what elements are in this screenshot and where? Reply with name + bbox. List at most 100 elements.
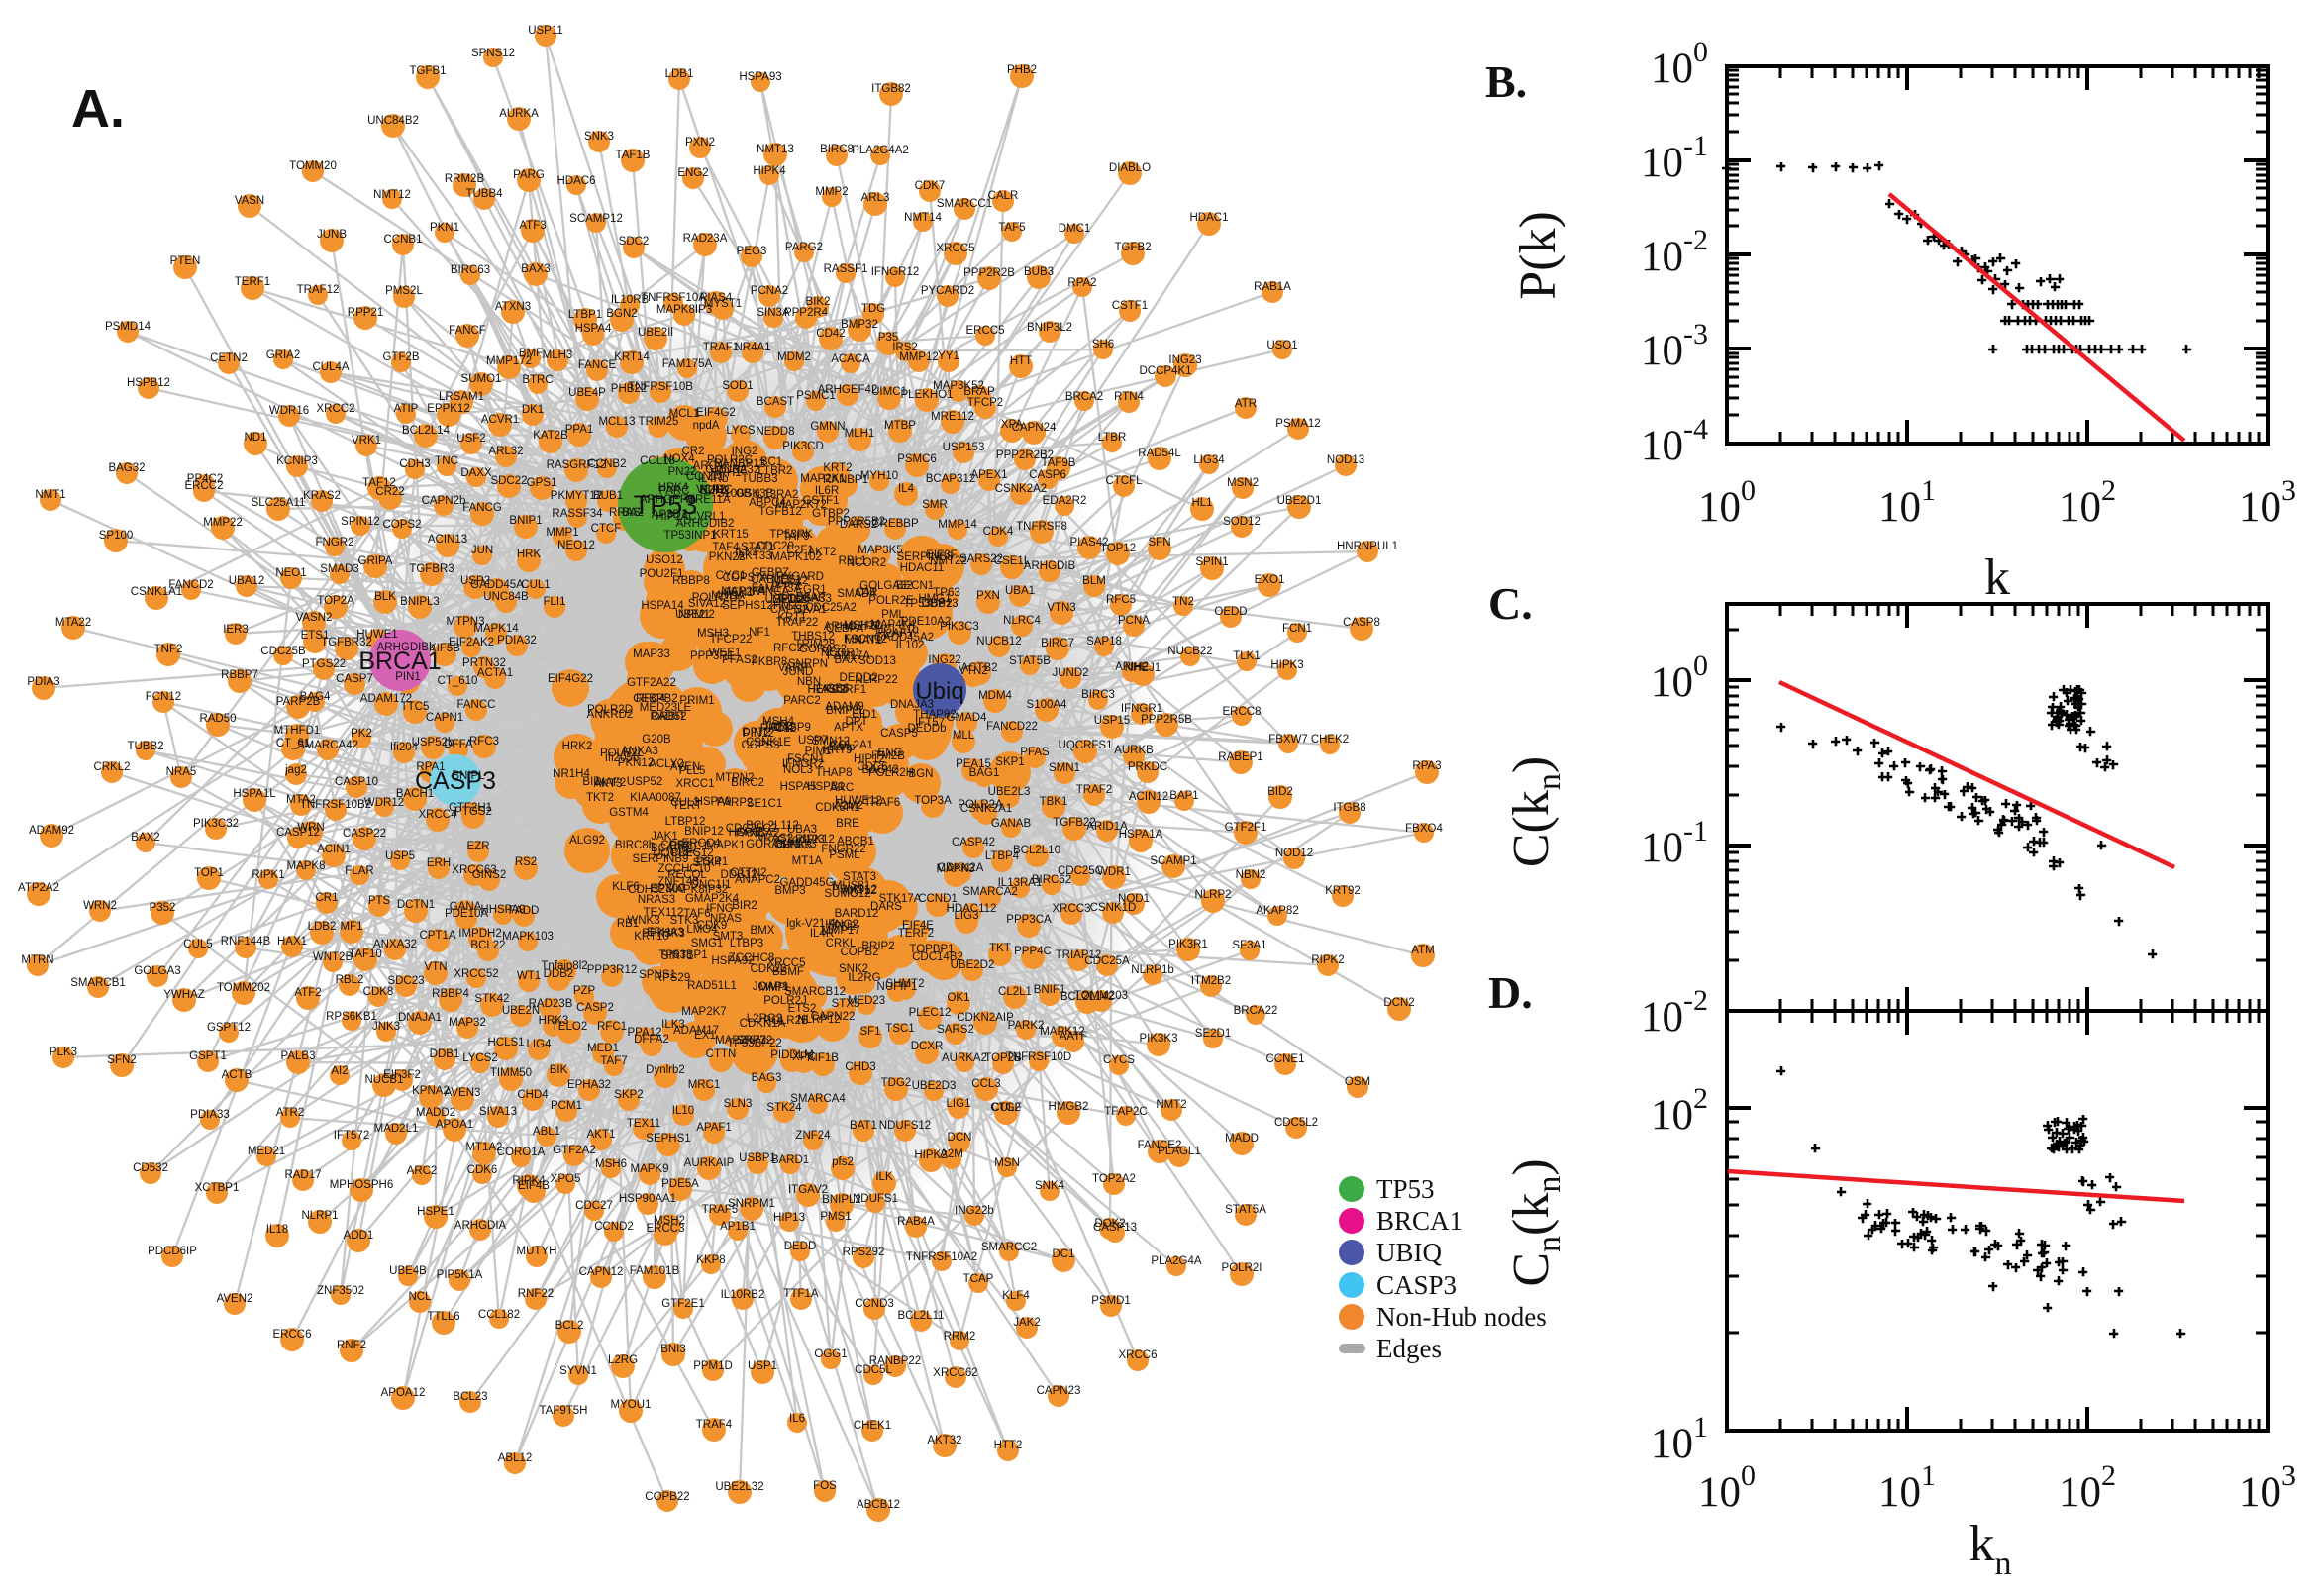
svg-text:CASP10: CASP10 (335, 776, 378, 788)
svg-text:IMPDH2: IMPDH2 (458, 928, 501, 940)
svg-text:TERF2: TERF2 (898, 928, 934, 940)
svg-text:CAPN24: CAPN24 (1012, 422, 1057, 434)
svg-text:AKT1: AKT1 (587, 1129, 616, 1141)
svg-text:HNRNPUL1: HNRNPUL1 (1337, 541, 1398, 552)
svg-text:GTF2A2: GTF2A2 (553, 1145, 595, 1156)
svg-text:lgk-V21-4: lgk-V21-4 (786, 918, 836, 930)
svg-text:B.: B. (1485, 56, 1527, 107)
svg-text:GTF2A22: GTF2A22 (627, 677, 676, 689)
svg-text:BIRC7: BIRC7 (1041, 638, 1074, 649)
svg-text:FCN1: FCN1 (1282, 623, 1312, 635)
svg-text:BIRC2: BIRC2 (731, 777, 764, 789)
svg-text:CAPN12: CAPN12 (579, 1266, 624, 1278)
svg-text:HSPB1: HSPB1 (807, 781, 845, 793)
svg-text:SNRPM1: SNRPM1 (728, 1198, 775, 1210)
svg-text:BGN: BGN (909, 768, 934, 780)
svg-text:BRIP2: BRIP2 (861, 941, 894, 952)
svg-text:BIRC63: BIRC63 (451, 264, 490, 276)
svg-text:SFN: SFN (1149, 537, 1171, 549)
svg-text:MRC1: MRC1 (688, 1079, 721, 1091)
svg-text:HSPE1: HSPE1 (417, 1206, 454, 1218)
svg-text:PIK3CD: PIK3CD (782, 441, 824, 452)
svg-text:PARP2B: PARP2B (276, 696, 321, 708)
svg-text:NDUFS1: NDUFS1 (853, 1193, 898, 1205)
svg-text:TNFRSF10A: TNFRSF10A (641, 292, 706, 304)
svg-text:ADD1: ADD1 (344, 1230, 374, 1242)
svg-text:ENG: ENG (878, 748, 903, 759)
svg-text:JUND: JUND (783, 666, 814, 678)
svg-text:PSMD14: PSMD14 (105, 321, 152, 333)
svg-text:PPA1: PPA1 (565, 424, 594, 436)
svg-text:LIG4: LIG4 (527, 1039, 553, 1050)
svg-text:KRT10: KRT10 (634, 931, 669, 943)
svg-text:EDA2R2: EDA2R2 (1043, 495, 1087, 507)
svg-text:FAM173A: FAM173A (752, 583, 802, 595)
svg-text:SOD12: SOD12 (1223, 516, 1261, 528)
svg-text:FANCF: FANCF (449, 325, 486, 337)
svg-text:PSMC6: PSMC6 (897, 453, 937, 465)
svg-text:IL6R: IL6R (815, 485, 839, 497)
svg-text:SMG1: SMG1 (691, 938, 724, 949)
svg-text:CDK4: CDK4 (983, 526, 1014, 538)
svg-text:HIPK3: HIPK3 (1270, 659, 1303, 671)
svg-text:FANCA: FANCA (752, 586, 790, 598)
svg-text:KRT1: KRT1 (777, 612, 806, 624)
svg-text:ATP2A2: ATP2A2 (18, 882, 59, 894)
svg-text:VTN2: VTN2 (959, 665, 987, 677)
svg-text:GTF2E1: GTF2E1 (661, 1298, 704, 1310)
svg-text:BIRC8b: BIRC8b (615, 840, 655, 851)
svg-text:CREBBP: CREBBP (871, 518, 919, 530)
svg-text:TIMM50: TIMM50 (490, 1067, 532, 1079)
svg-text:USP7: USP7 (798, 735, 828, 747)
svg-text:KIAA0087: KIAA0087 (630, 792, 681, 804)
svg-text:PN2: PN2 (834, 921, 856, 933)
svg-text:PDIA33: PDIA33 (190, 1109, 230, 1121)
svg-text:Non-Hub nodes: Non-Hub nodes (1376, 1302, 1547, 1332)
svg-text:FAM175A: FAM175A (662, 358, 713, 370)
svg-text:CCND3: CCND3 (855, 1298, 894, 1310)
svg-text:BIRC3: BIRC3 (1081, 689, 1115, 701)
svg-text:LTBP12: LTBP12 (665, 816, 706, 828)
svg-text:BCL2L10: BCL2L10 (1013, 845, 1060, 856)
svg-text:DAXX: DAXX (460, 467, 492, 479)
svg-text:EP300: EP300 (651, 883, 685, 895)
svg-text:PPP2R4: PPP2R4 (784, 307, 829, 319)
svg-text:RS2: RS2 (515, 856, 537, 868)
svg-text:MF1: MF1 (341, 921, 363, 933)
svg-text:102: 102 (2059, 1459, 2116, 1516)
svg-text:POU2F1: POU2F1 (640, 568, 684, 580)
svg-text:FANCA2: FANCA2 (736, 828, 780, 840)
svg-text:PIK3K3: PIK3K3 (1140, 1033, 1178, 1045)
svg-text:NLRC4: NLRC4 (1003, 615, 1041, 627)
svg-text:ING22b: ING22b (955, 1205, 994, 1217)
svg-text:RFC2: RFC2 (773, 643, 803, 654)
svg-text:FANCG: FANCG (462, 502, 502, 514)
svg-text:KRT15: KRT15 (713, 529, 749, 541)
svg-text:MMP22: MMP22 (203, 517, 243, 529)
svg-text:PLA2G4A: PLA2G4A (1151, 1255, 1201, 1267)
svg-text:SE2D1: SE2D1 (1195, 1028, 1231, 1040)
svg-text:RAD52: RAD52 (650, 711, 686, 723)
svg-text:XRCC52: XRCC52 (454, 968, 498, 980)
svg-text:PTEN: PTEN (170, 255, 201, 267)
svg-text:NBN2: NBN2 (1236, 869, 1266, 881)
svg-text:102: 102 (1651, 1082, 1708, 1139)
svg-text:SAP18: SAP18 (1086, 636, 1122, 648)
svg-text:PIK3C32: PIK3C32 (193, 818, 239, 830)
svg-text:HSPA1L: HSPA1L (233, 788, 276, 800)
svg-text:APTX: APTX (834, 722, 863, 734)
svg-text:SEPHS1: SEPHS1 (646, 1133, 690, 1145)
svg-text:UBA3: UBA3 (787, 824, 817, 836)
svg-text:NR4A1: NR4A1 (734, 342, 770, 353)
svg-text:CT_61: CT_61 (276, 738, 311, 749)
svg-text:NLRP2: NLRP2 (1194, 889, 1231, 901)
svg-text:ERH: ERH (427, 857, 451, 869)
svg-text:MAP4K4: MAP4K4 (870, 619, 916, 631)
svg-text:RAB1A: RAB1A (1254, 281, 1291, 293)
svg-text:RBBP4: RBBP4 (432, 988, 469, 1000)
svg-text:SF1: SF1 (859, 1026, 880, 1038)
svg-text:PCNA2: PCNA2 (751, 285, 788, 297)
svg-text:KRT9: KRT9 (823, 745, 852, 756)
svg-text:TGFB2: TGFB2 (1114, 242, 1151, 253)
svg-text:CEBPA: CEBPA (826, 623, 863, 635)
